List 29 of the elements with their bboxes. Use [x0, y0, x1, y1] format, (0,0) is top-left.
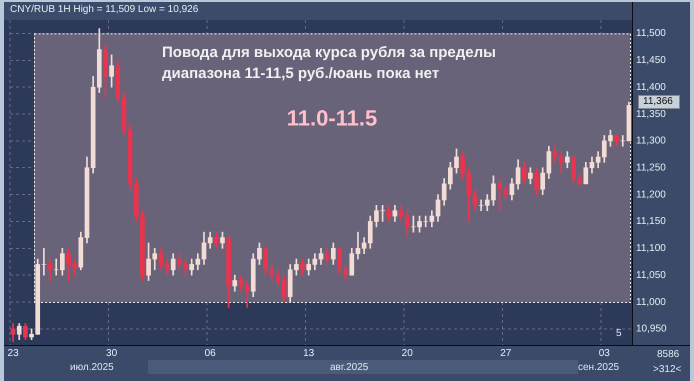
- y-tick-label: 10,950: [636, 324, 668, 335]
- text: 8586: [657, 349, 680, 360]
- y-tick-label: 11,450: [636, 55, 666, 66]
- band-label: 11.0-11.5: [286, 105, 378, 130]
- annotation: 5: [616, 328, 622, 339]
- y-tick-label: 11,100: [636, 243, 666, 254]
- x-tick-label: 06: [204, 348, 216, 359]
- y-tick-label: 11,050: [636, 270, 666, 281]
- x-tick-label: 20: [402, 348, 414, 359]
- y-tick-label: 11,200: [636, 189, 666, 200]
- y-tick-label: 11,350: [636, 108, 666, 120]
- x-tick-label: 30: [106, 348, 118, 359]
- text: >312<: [653, 364, 682, 375]
- y-tick-label: 11,500: [636, 28, 666, 40]
- x-tick-label: 23: [8, 348, 20, 359]
- x-tick-label: 27: [500, 348, 512, 359]
- y-tick-label: 11,250: [636, 162, 666, 174]
- text: июл.2025: [70, 362, 114, 373]
- chart-title: CNY/RUB 1H High = 11,509 Low = 10,926: [10, 4, 198, 15]
- text: авг.2025: [330, 362, 368, 373]
- text: сен.2025: [578, 362, 620, 373]
- y-tick-label: 11,000: [636, 296, 666, 308]
- y-tick-label: 11,300: [636, 136, 666, 147]
- text: Повода для выхода курса рубля за пределы диапазона 11-11,5 руб./юань пока нет: [162, 43, 497, 84]
- y-tick-label: 11,400: [636, 82, 666, 93]
- x-tick-label: 13: [303, 348, 315, 359]
- x-tick-label: 03: [598, 348, 610, 359]
- text: 11,366: [638, 95, 680, 109]
- y-tick-label: 11,150: [636, 216, 666, 228]
